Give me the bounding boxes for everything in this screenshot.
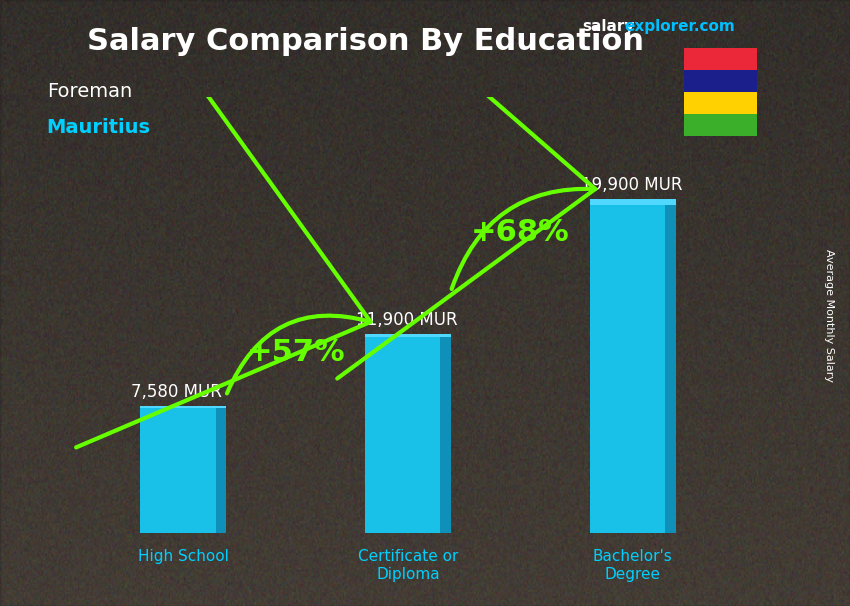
Bar [684,115,756,136]
Bar [140,406,226,408]
Bar [666,199,676,533]
Bar [590,199,676,205]
Bar [684,92,756,115]
Bar [140,406,226,533]
Bar [684,70,756,92]
Text: Foreman: Foreman [47,82,132,101]
Bar [216,406,226,533]
Bar [366,333,450,337]
Text: 19,900 MUR: 19,900 MUR [581,176,683,195]
FancyArrowPatch shape [76,62,371,447]
Bar [590,199,676,533]
Text: Mauritius: Mauritius [47,118,150,137]
Text: +68%: +68% [471,218,570,247]
Text: +57%: +57% [246,338,345,367]
Bar [366,333,450,533]
Text: Average Monthly Salary: Average Monthly Salary [824,248,834,382]
Bar [440,333,450,533]
Bar [684,48,756,70]
Text: explorer.com: explorer.com [625,19,735,35]
Text: salary: salary [582,19,635,35]
FancyArrowPatch shape [337,0,595,379]
Text: 11,900 MUR: 11,900 MUR [356,310,458,328]
Text: Salary Comparison By Education: Salary Comparison By Education [87,27,644,56]
Text: 7,580 MUR: 7,580 MUR [132,383,223,401]
